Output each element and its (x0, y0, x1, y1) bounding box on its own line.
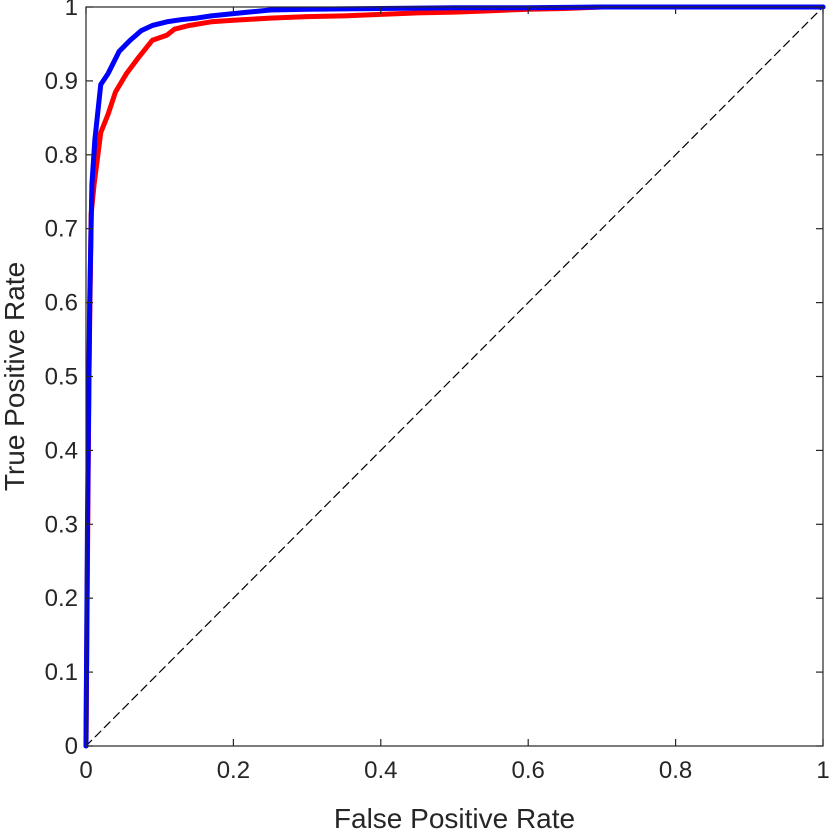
y-tick-label: 0.4 (45, 437, 78, 464)
y-tick-label: 0.8 (45, 142, 78, 169)
x-tick-label: 0.4 (364, 757, 397, 784)
series-layer (83, 4, 826, 749)
y-tick-label: 0.3 (45, 511, 78, 538)
y-tick-label: 0.2 (45, 585, 78, 612)
x-axis-label: False Positive Rate (334, 803, 575, 833)
x-tick-label: 0.6 (512, 757, 545, 784)
y-tick-label: 0 (65, 733, 78, 760)
x-tick-label: 0 (79, 757, 92, 784)
y-tick-label: 1 (65, 0, 78, 21)
x-tick-label: 0.8 (659, 757, 692, 784)
y-tick-label: 0.9 (45, 68, 78, 95)
y-tick-label: 0.5 (45, 364, 78, 391)
y-axis-label: True Positive Rate (0, 262, 30, 491)
y-tick-label: 0.6 (45, 290, 78, 317)
chance-diagonal-line (85, 6, 824, 747)
x-tick-label: 0.2 (217, 757, 250, 784)
ticks-layer: 0 0.2 0.4 0.6 0.8 1 0 0.1 0.2 0.3 0.4 0.5 0.6 0.7 0.8 0… (45, 0, 830, 784)
x-tick-label: 1 (816, 757, 829, 784)
y-tick-label: 0.7 (45, 216, 78, 243)
y-tick-label: 0.1 (45, 659, 78, 686)
series-line-0 (83, 4, 826, 749)
